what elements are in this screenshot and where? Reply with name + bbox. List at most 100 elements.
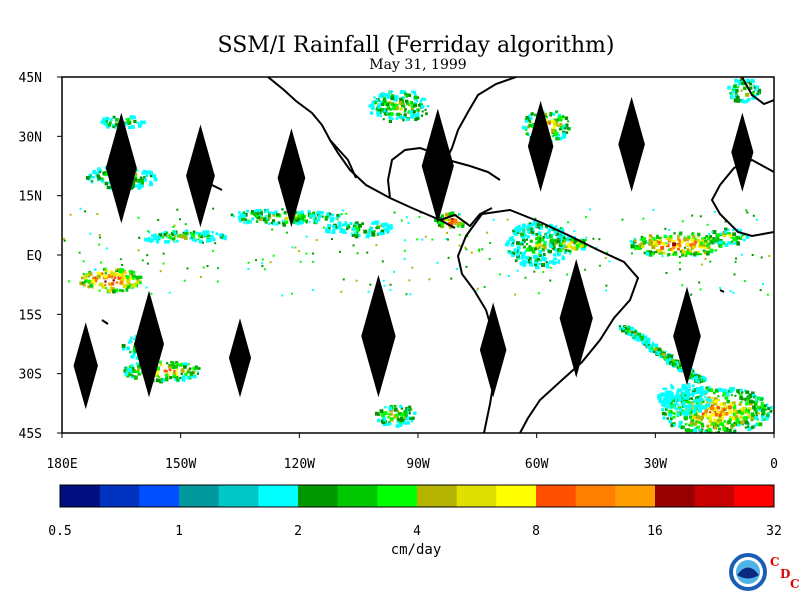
rain-cell — [124, 277, 127, 280]
rain-cell — [139, 120, 144, 125]
rain-cell — [679, 389, 683, 393]
no-data-swath — [618, 96, 645, 192]
rain-cell — [752, 84, 756, 87]
rain-cell — [446, 231, 449, 234]
rain-cell — [529, 239, 533, 243]
rain-cell — [125, 366, 129, 369]
rain-cell — [698, 397, 703, 401]
rain-cell — [513, 252, 516, 255]
rain-cell — [549, 260, 552, 263]
rain-cell — [692, 429, 697, 433]
rain-cell — [728, 405, 732, 410]
rain-cell — [357, 233, 361, 237]
rain-cell — [381, 92, 385, 96]
rain-cell — [261, 216, 264, 219]
rain-cell — [361, 222, 364, 225]
rain-cell — [302, 218, 307, 222]
rain-cell — [393, 211, 396, 214]
rain-cell — [202, 230, 206, 234]
rain-cell — [128, 125, 132, 130]
rain-cell — [350, 232, 353, 235]
rain-cell — [137, 249, 140, 252]
rain-cell — [253, 212, 258, 216]
x-tick-label: 60W — [525, 457, 549, 472]
rain-cell — [746, 78, 750, 82]
rain-cell — [709, 388, 714, 393]
rain-cell — [565, 238, 570, 242]
rain-cell — [112, 279, 115, 282]
no-data-swath — [361, 274, 396, 398]
rain-cell — [677, 247, 680, 251]
rain-cell — [730, 423, 735, 427]
rain-cell — [271, 211, 276, 216]
rain-cell — [715, 403, 719, 406]
rain-cell — [309, 214, 313, 218]
rain-cell — [694, 237, 697, 240]
rain-cell — [670, 423, 675, 428]
rain-cell — [633, 239, 637, 243]
rain-cell — [113, 125, 117, 129]
rain-cell — [535, 232, 539, 236]
rain-cell — [698, 281, 701, 284]
rain-cell — [732, 242, 736, 245]
rain-cell — [282, 221, 286, 225]
rain-cell — [528, 123, 532, 128]
rain-cell — [667, 252, 671, 256]
rain-cell — [696, 387, 700, 390]
rain-cell — [766, 417, 769, 421]
rain-cell — [330, 238, 333, 241]
rain-cell — [405, 421, 409, 424]
rain-cell — [183, 279, 186, 282]
rain-cell — [339, 227, 344, 232]
rain-cell — [561, 256, 566, 261]
rain-cell — [689, 393, 693, 396]
rain-cell — [165, 231, 168, 235]
rain-cell — [410, 113, 414, 117]
rain-cell — [208, 239, 212, 243]
rain-cell — [154, 370, 159, 375]
rain-cell — [695, 417, 700, 422]
rain-cell — [395, 424, 400, 428]
rain-cell — [693, 404, 696, 407]
rain-cell — [274, 210, 278, 215]
rain-cell — [698, 428, 702, 432]
rain-cell — [163, 233, 167, 237]
colorbar-swatch — [258, 485, 299, 507]
rain-cell — [652, 237, 656, 241]
rain-cell — [218, 233, 223, 238]
rain-cell — [125, 370, 128, 374]
rain-cell — [635, 331, 639, 334]
rain-cell — [745, 235, 749, 239]
rain-cell — [255, 211, 259, 216]
rain-cell — [754, 399, 758, 402]
colorbar-tick-label: 8 — [532, 524, 540, 539]
rain-cell — [657, 237, 662, 242]
rain-cell — [634, 244, 639, 249]
rain-cell — [665, 358, 669, 362]
rain-cell — [652, 242, 655, 245]
rain-cell — [592, 237, 595, 240]
rain-cell — [131, 374, 134, 377]
rain-cell — [257, 216, 261, 219]
rain-cell — [721, 408, 724, 412]
rain-cell — [723, 406, 727, 409]
rain-cell — [713, 425, 718, 430]
colorbar-swatch — [218, 485, 259, 507]
rain-cell — [557, 248, 561, 252]
rain-cell — [761, 418, 764, 422]
rain-cell — [321, 215, 324, 218]
rain-cell — [666, 353, 670, 357]
rain-cell — [516, 269, 519, 272]
rain-cell — [345, 212, 348, 215]
rain-cell — [198, 239, 203, 244]
rain-cell — [669, 403, 673, 406]
colorbar-swatch — [417, 485, 458, 507]
rain-cell — [673, 251, 678, 256]
rain-cell — [751, 254, 754, 257]
rain-cell — [622, 327, 625, 331]
rain-cell — [137, 216, 140, 219]
rain-cell — [91, 286, 94, 289]
rain-cell — [130, 185, 134, 189]
rain-cell — [727, 228, 730, 232]
rain-cell — [166, 374, 170, 377]
